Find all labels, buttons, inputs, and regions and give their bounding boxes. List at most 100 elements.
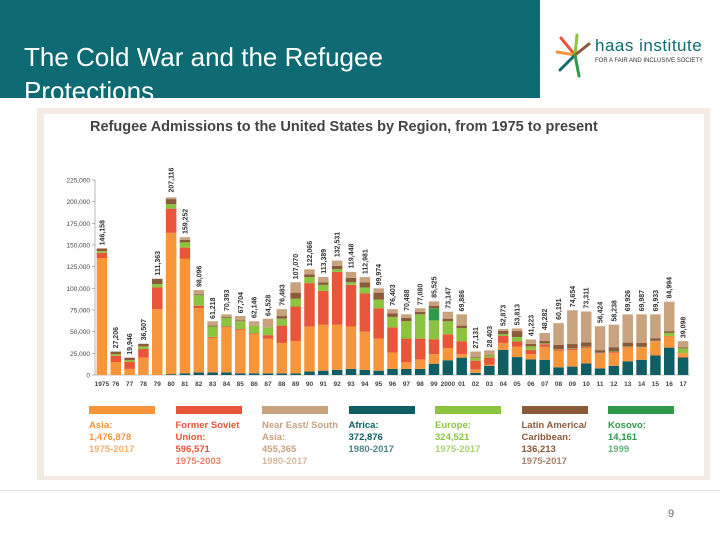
x-tick-label: 85 (237, 381, 245, 388)
bar-segment (608, 347, 620, 352)
total-label: 67,704 (238, 292, 245, 314)
total-label: 56,424 (598, 302, 605, 324)
total-label: 69,926 (625, 290, 632, 312)
bar-segment (193, 308, 205, 373)
bar-segment (608, 351, 620, 353)
bar-segment (179, 239, 191, 243)
x-tick-label: 1975 (95, 381, 110, 388)
legend-item: Near East/ South Asia: 455,365 1980-2017 (262, 406, 346, 468)
bar-segment (414, 359, 426, 369)
bar-segment (428, 305, 440, 309)
bar-segment (262, 335, 274, 339)
y-tick-label: 200,000 (67, 199, 91, 206)
legend-name: Near East/ South Asia: (262, 420, 339, 443)
x-tick-label: 02 (472, 381, 480, 388)
bar-segment (235, 329, 246, 330)
bar-segment (428, 354, 440, 364)
bar-segment (553, 367, 564, 375)
legend-item: Europe: 324,521 1975-2017 (435, 406, 519, 456)
total-label: 19,946 (127, 333, 134, 355)
legend-swatch (521, 406, 588, 414)
bar-segment (331, 324, 343, 370)
bar-segment (235, 316, 246, 321)
bar-segment (345, 326, 357, 369)
bar-segment (636, 314, 647, 343)
bar-segment (442, 334, 454, 349)
total-label: 99,974 (376, 264, 383, 286)
y-tick-label: 75,000 (70, 308, 90, 315)
bar-segment (138, 343, 149, 347)
bar-segment (553, 344, 564, 350)
bar-segment (248, 334, 260, 374)
bar-segment (470, 357, 481, 359)
bar-segment (179, 258, 191, 374)
total-label: 64,528 (265, 295, 272, 317)
legend-years: 1980-2017 (348, 444, 394, 455)
legend-item: Kosovo: 14,161 1999 (608, 406, 692, 456)
x-tick-label: 89 (292, 381, 300, 388)
bar-segment (110, 354, 122, 356)
total-label: 98,096 (196, 265, 203, 287)
bar-segment (318, 324, 329, 371)
x-tick-label: 13 (624, 381, 632, 388)
x-tick-label: 06 (527, 381, 535, 388)
bar-segment (165, 199, 177, 205)
bar-segment (622, 314, 633, 343)
bar-segment (221, 327, 232, 373)
bar-segment (580, 342, 592, 347)
bar-segment (401, 321, 412, 339)
bar-segment (331, 265, 343, 270)
bar-segment (456, 341, 467, 355)
footer-rule (0, 490, 720, 491)
bar-segment (304, 269, 315, 275)
bar-segment (567, 310, 578, 345)
x-tick-label: 93 (347, 381, 355, 388)
legend-item: Africa: 372,876 1980-2017 (348, 406, 433, 456)
bar-segment (511, 337, 523, 342)
bar-segment (525, 354, 537, 360)
legend-total: 324,521 (435, 432, 470, 443)
x-tick-label: 14 (638, 381, 646, 388)
bar-segment (290, 282, 301, 293)
x-tick-label: 81 (181, 381, 189, 388)
x-tick-label: 90 (306, 381, 314, 388)
bar-segment (622, 361, 633, 375)
bar-segment (401, 368, 412, 375)
bar-segment (318, 284, 329, 291)
bar-segment (497, 329, 509, 331)
y-tick-label: 175,000 (67, 221, 91, 228)
x-tick-label: 04 (500, 381, 508, 388)
bar-segment (525, 346, 537, 350)
bar-segment (359, 277, 371, 283)
logo-tagline: FOR A FAIR AND INCLUSIVE SOCIETY (595, 58, 704, 64)
x-tick-label: 91 (320, 381, 328, 388)
y-tick-label: 125,000 (67, 264, 91, 271)
bar-segment (373, 338, 384, 371)
bar-segment (594, 350, 606, 353)
bar-segment (387, 313, 398, 317)
bar-segment (221, 317, 232, 327)
bar-segment (221, 326, 232, 328)
bar-segment (290, 373, 301, 375)
bar-segment (442, 348, 454, 361)
bar-segment (331, 369, 343, 375)
bar-segment (580, 311, 592, 343)
bar-segment (179, 237, 191, 240)
bar-segment (345, 282, 357, 285)
bar-segment (442, 311, 454, 319)
bar-segment (193, 295, 205, 306)
bar-segment (594, 368, 606, 375)
bar-segment (511, 331, 523, 338)
bar-segment (663, 336, 675, 348)
total-label: 41,223 (528, 315, 535, 337)
x-tick-label: 99 (430, 381, 438, 388)
bar-segment (110, 351, 122, 355)
bar-segment (608, 324, 620, 348)
bar-segment (373, 370, 384, 375)
x-tick-label: 97 (403, 381, 411, 388)
bar-segment (511, 328, 523, 332)
bar-segment (276, 318, 288, 326)
total-label: 132,531 (335, 232, 342, 257)
total-label: 58,238 (611, 300, 618, 322)
bar-segment (235, 321, 246, 330)
